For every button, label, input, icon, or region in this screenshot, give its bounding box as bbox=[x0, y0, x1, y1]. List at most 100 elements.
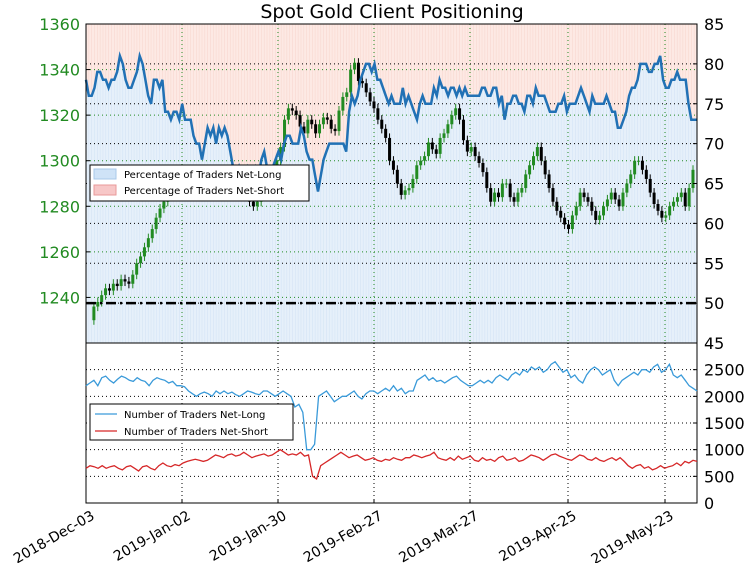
candle-body bbox=[640, 160, 644, 170]
candle-body bbox=[496, 192, 500, 198]
candle-body bbox=[617, 199, 621, 207]
candle-body bbox=[504, 183, 508, 185]
candle-body bbox=[613, 192, 617, 200]
candle-body bbox=[314, 124, 318, 134]
bottom-right-tick-label: 1000 bbox=[704, 441, 745, 460]
candle-body bbox=[419, 160, 423, 166]
candle-body bbox=[446, 124, 450, 134]
candle-body bbox=[426, 142, 430, 157]
candle-body bbox=[485, 172, 489, 189]
candle-body bbox=[154, 217, 158, 230]
candle-body bbox=[290, 108, 294, 111]
candle-body bbox=[403, 190, 407, 195]
candle-body bbox=[286, 108, 290, 120]
candle-body bbox=[345, 92, 349, 97]
candle-body bbox=[438, 137, 442, 154]
candle-body bbox=[321, 117, 325, 125]
candle-body bbox=[543, 160, 547, 175]
candle-body bbox=[633, 160, 637, 175]
candle-body bbox=[115, 283, 119, 287]
candle-body bbox=[691, 169, 695, 189]
candle-body bbox=[107, 288, 111, 291]
bottom-legend-box bbox=[89, 403, 294, 441]
candle-body bbox=[570, 215, 574, 230]
candle-body bbox=[539, 147, 543, 161]
candle-body bbox=[508, 183, 512, 198]
candle-body bbox=[372, 101, 376, 109]
candle-body bbox=[100, 295, 104, 302]
candle-body bbox=[656, 204, 660, 211]
candle-body bbox=[325, 117, 329, 120]
candle-body bbox=[454, 108, 458, 116]
candle-body bbox=[481, 162, 485, 173]
legend-swatch-net-short-pct bbox=[93, 184, 117, 196]
right-tick-label: 75 bbox=[704, 95, 724, 114]
candle-body bbox=[528, 165, 532, 175]
candle-body bbox=[127, 281, 131, 284]
candle-body bbox=[104, 288, 108, 296]
candle-body bbox=[96, 301, 100, 307]
candle-body bbox=[353, 62, 357, 70]
candle-body bbox=[469, 147, 473, 152]
candle-body bbox=[535, 147, 539, 157]
candle-body bbox=[423, 156, 427, 161]
x-tick-label: 2019-Jan-30 bbox=[207, 508, 289, 563]
left-tick-label: 1240 bbox=[39, 288, 80, 307]
candle-body bbox=[123, 279, 127, 282]
candle-body bbox=[559, 210, 563, 218]
bottom-right-tick-label: 500 bbox=[704, 467, 735, 486]
series-line-net-long-count bbox=[85, 360, 698, 451]
candle-body bbox=[555, 201, 559, 211]
candle-body bbox=[310, 119, 314, 125]
candle-body bbox=[146, 238, 150, 248]
left-tick-label: 1320 bbox=[39, 106, 80, 125]
candle-body bbox=[376, 108, 380, 120]
top-legend-box bbox=[89, 164, 310, 202]
candle-body bbox=[430, 142, 434, 150]
chart-title: Spot Gold Client Positioning bbox=[260, 1, 523, 23]
candle-body bbox=[512, 197, 516, 202]
candle-body bbox=[255, 201, 259, 207]
candle-body bbox=[434, 149, 438, 154]
candle-body bbox=[687, 188, 691, 207]
candle-body bbox=[337, 110, 341, 132]
candle-body bbox=[567, 224, 571, 230]
candle-body bbox=[368, 92, 372, 102]
candle-body bbox=[675, 197, 679, 202]
candle-body bbox=[590, 201, 594, 211]
candle-body bbox=[578, 192, 582, 207]
candle-body bbox=[683, 192, 687, 207]
candle-body bbox=[493, 192, 497, 202]
candle-body bbox=[364, 83, 368, 93]
candle-body bbox=[625, 183, 629, 193]
candle-body bbox=[283, 119, 287, 148]
candle-body bbox=[547, 174, 551, 189]
candle-body bbox=[648, 178, 652, 193]
right-tick-label: 85 bbox=[704, 15, 724, 34]
candle-body bbox=[582, 192, 586, 198]
candle-body bbox=[411, 178, 415, 189]
candle-body bbox=[458, 108, 462, 120]
candle-body bbox=[500, 183, 504, 198]
candle-body bbox=[473, 147, 477, 157]
left-tick-label: 1360 bbox=[39, 15, 80, 34]
legend-label-net-short-pct: Percentage of Traders Net-Short bbox=[124, 186, 284, 197]
candle-body bbox=[465, 140, 469, 152]
candle-body bbox=[442, 133, 446, 138]
candle-body bbox=[139, 256, 143, 264]
candle-body bbox=[489, 188, 493, 202]
candle-body bbox=[388, 137, 392, 161]
candle-body bbox=[142, 247, 146, 257]
candle-body bbox=[594, 210, 598, 220]
x-tick-label: 2019-Feb-27 bbox=[301, 508, 386, 563]
candle-body bbox=[306, 119, 310, 134]
bottom-right-tick-label: 2000 bbox=[704, 387, 745, 406]
candle-body bbox=[652, 192, 656, 205]
legend-label-net-long-pct: Percentage of Traders Net-Long bbox=[124, 170, 282, 181]
candle-body bbox=[150, 229, 154, 239]
candle-body bbox=[111, 283, 115, 291]
candle-body bbox=[605, 199, 609, 207]
candle-body bbox=[279, 147, 283, 161]
candle-body bbox=[461, 119, 465, 141]
right-tick-label: 65 bbox=[704, 175, 724, 194]
